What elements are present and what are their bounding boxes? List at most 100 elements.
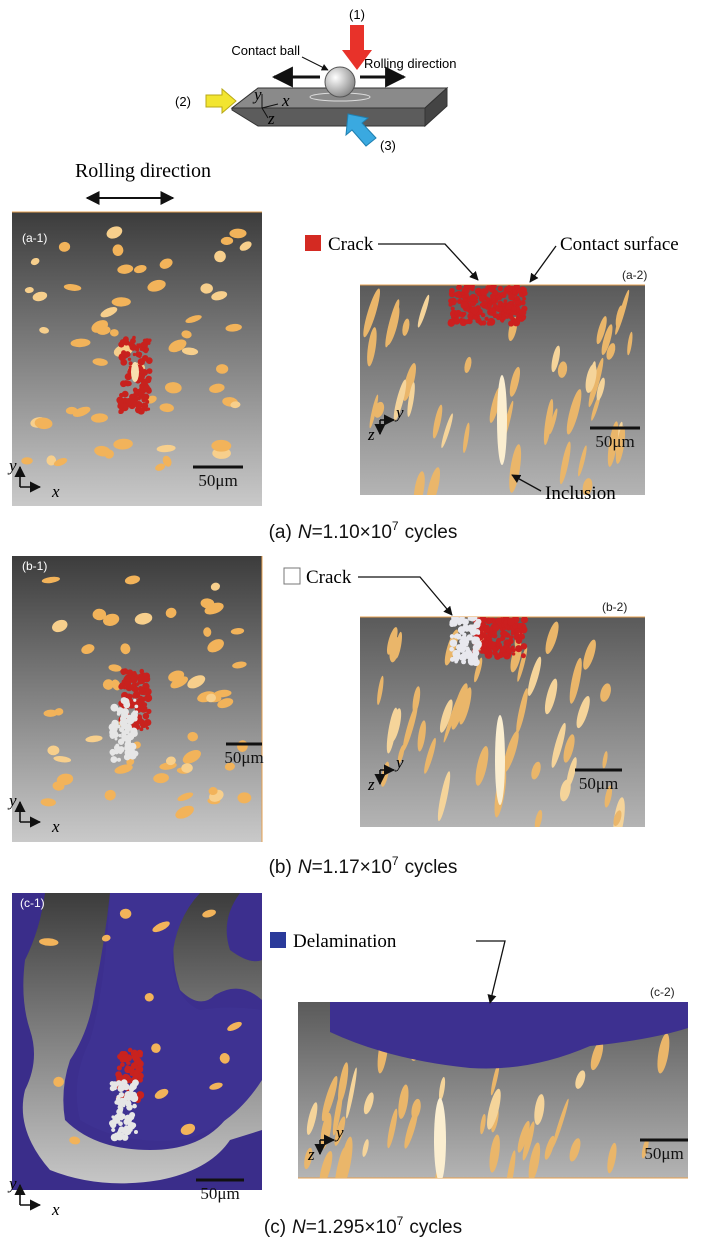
- defect: [134, 705, 138, 709]
- defect: [475, 629, 481, 635]
- defect: [520, 300, 525, 305]
- caption-variable: N: [298, 522, 312, 543]
- defect: [492, 624, 499, 631]
- defect: [493, 291, 497, 295]
- legend-delamination: Delamination: [293, 931, 397, 952]
- defect: [478, 320, 483, 325]
- axis-z-label: z: [367, 775, 375, 794]
- axis-y-label: y: [334, 1123, 344, 1142]
- axis-y-label: y: [7, 1174, 17, 1193]
- defect: [464, 319, 469, 324]
- scale-bar-label: 50μm: [224, 748, 263, 767]
- defect: [110, 756, 117, 763]
- defect: [139, 669, 144, 674]
- caption-exponent: 7: [397, 1214, 404, 1228]
- defect: [141, 402, 148, 409]
- caption-unit: cycles: [409, 1217, 462, 1238]
- defect: [130, 1073, 133, 1076]
- defect: [120, 339, 126, 345]
- defect: [126, 1075, 130, 1079]
- defect: [462, 633, 466, 637]
- defect: [483, 626, 490, 633]
- defect: [128, 1120, 131, 1123]
- defect: [115, 744, 119, 748]
- defect: [117, 403, 124, 410]
- caption-unit: cycles: [405, 857, 458, 878]
- defect: [124, 754, 131, 761]
- caption-unit: cycles: [405, 522, 458, 543]
- defect: [122, 1055, 130, 1063]
- defect: [511, 632, 515, 636]
- defect: [132, 336, 136, 340]
- defect: [473, 621, 480, 628]
- defect: [143, 339, 147, 343]
- defect: [503, 295, 506, 298]
- defect: [465, 650, 469, 654]
- contact-ball: [325, 67, 355, 97]
- defect: [118, 749, 123, 754]
- defect: [492, 299, 496, 303]
- defect: [125, 1100, 132, 1107]
- defect: [500, 647, 506, 653]
- defect: [148, 376, 152, 380]
- defect: [143, 384, 149, 390]
- defect: [473, 650, 479, 656]
- axis-x-label: x: [281, 91, 290, 110]
- defect: [450, 639, 457, 646]
- panel-label: (b-2): [602, 600, 627, 614]
- ball-pointer: [302, 57, 328, 70]
- defect: [511, 306, 516, 311]
- defect: [501, 311, 504, 314]
- crack-pointer: [358, 577, 452, 615]
- caption-variable: N: [292, 1217, 306, 1238]
- defect: [121, 352, 126, 357]
- scale-bar-label: 50μm: [198, 471, 237, 490]
- axis-x-label: x: [51, 817, 60, 836]
- defect: [120, 669, 125, 674]
- defect: [464, 627, 469, 632]
- caption-value: =1.10×10: [312, 522, 392, 543]
- defect: [120, 1062, 125, 1067]
- defect: [134, 686, 138, 690]
- defect: [521, 618, 526, 623]
- defect: [502, 627, 506, 631]
- defect: [110, 704, 118, 712]
- defect: [129, 344, 136, 351]
- defect: [488, 303, 492, 307]
- defect: [506, 647, 513, 654]
- defect: [117, 758, 121, 762]
- inclusion: [497, 375, 507, 465]
- defect: [132, 1092, 137, 1097]
- defect: [472, 659, 480, 667]
- defect: [123, 398, 128, 403]
- panel-label: (b-1): [22, 559, 47, 573]
- defect: [488, 641, 496, 649]
- defect: [519, 309, 527, 317]
- defect: [129, 1128, 132, 1131]
- defect: [458, 622, 461, 625]
- defect: [456, 284, 462, 290]
- defect: [454, 660, 458, 664]
- defect: [515, 296, 520, 301]
- defect: [138, 676, 146, 684]
- defect: [512, 652, 516, 656]
- defect: [492, 618, 496, 622]
- legend-crack: Crack: [306, 567, 352, 588]
- defect: [460, 653, 467, 660]
- defect: [120, 380, 127, 387]
- inclusion: [47, 745, 59, 755]
- defect: [462, 644, 467, 649]
- load-label: (1): [349, 7, 365, 22]
- defect: [142, 355, 148, 361]
- defect: [449, 647, 454, 652]
- legend-swatch-crack: [305, 235, 321, 251]
- defect: [137, 714, 142, 719]
- defect: [126, 1095, 132, 1101]
- defect: [455, 633, 460, 638]
- defect: [119, 682, 126, 689]
- plate-front: [232, 108, 425, 126]
- defect: [521, 287, 527, 293]
- defect: [498, 303, 502, 307]
- defect: [127, 1062, 130, 1065]
